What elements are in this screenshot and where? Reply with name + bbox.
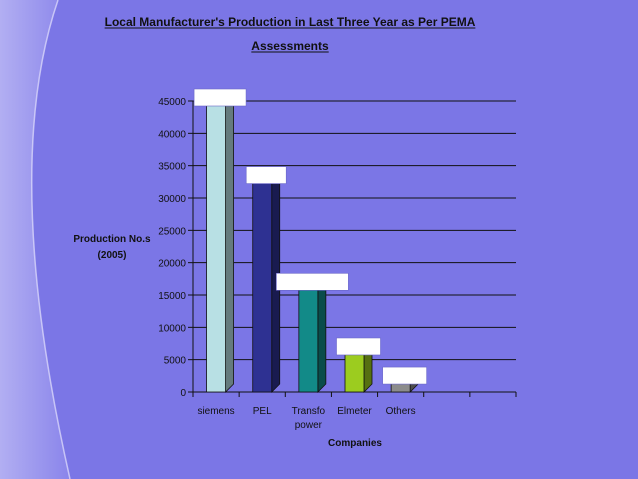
x-category-label: siemens xyxy=(197,406,234,417)
y-axis-title-line: Production No.s xyxy=(73,234,151,245)
bar-side-face xyxy=(225,92,234,393)
y-tick-label: 15000 xyxy=(158,291,186,302)
background-swoosh xyxy=(0,0,70,479)
background-swoosh-edge xyxy=(31,0,71,479)
chart-title-line: Assessments xyxy=(251,39,329,53)
x-axis-title: Companies xyxy=(328,438,382,449)
chart-title-line: Local Manufacturer's Production in Last … xyxy=(105,15,476,29)
bar-front-face xyxy=(252,178,273,393)
x-category-label: PEL xyxy=(253,406,272,417)
x-category-label: power xyxy=(295,420,323,431)
x-category-labels: siemens PEL Transfo power Elmeter Others xyxy=(197,406,415,431)
y-tick-label: 5000 xyxy=(164,356,187,367)
data-label-box xyxy=(276,272,349,291)
data-label-box xyxy=(382,366,427,385)
y-tick-label: 35000 xyxy=(158,162,186,173)
x-category-label: Others xyxy=(386,406,416,417)
y-tick-labels: 0 5000 10000 15000 20000 25000 30000 35000 40000… xyxy=(158,97,186,399)
bar xyxy=(205,92,235,393)
bar-front-face xyxy=(344,349,365,393)
x-category-label: Transfo xyxy=(292,406,326,417)
y-tick-label: 20000 xyxy=(158,259,186,270)
y-tick-label: 45000 xyxy=(158,97,186,108)
data-label-box xyxy=(245,166,287,184)
bar-front-face xyxy=(298,284,319,393)
data-label-boxes xyxy=(193,88,427,385)
y-tick-label: 25000 xyxy=(158,226,186,237)
x-category-label: Elmeter xyxy=(337,406,372,417)
bars xyxy=(205,92,420,393)
y-tick-label: 0 xyxy=(180,388,186,399)
y-axis-title-line: (2005) xyxy=(98,250,127,261)
gridlines xyxy=(188,100,516,393)
bar xyxy=(251,169,281,393)
y-tick-label: 40000 xyxy=(158,129,186,140)
data-label-box xyxy=(193,88,247,107)
y-tick-label: 10000 xyxy=(158,323,186,334)
bar-front-face xyxy=(206,100,226,393)
y-tick-label: 30000 xyxy=(158,194,186,205)
y-axis-title: Production No.s (2005) xyxy=(73,234,151,261)
data-label-box xyxy=(336,337,381,356)
chart-title: Local Manufacturer's Production in Last … xyxy=(104,15,476,53)
bar xyxy=(297,276,327,393)
bar-side-face xyxy=(317,276,327,393)
